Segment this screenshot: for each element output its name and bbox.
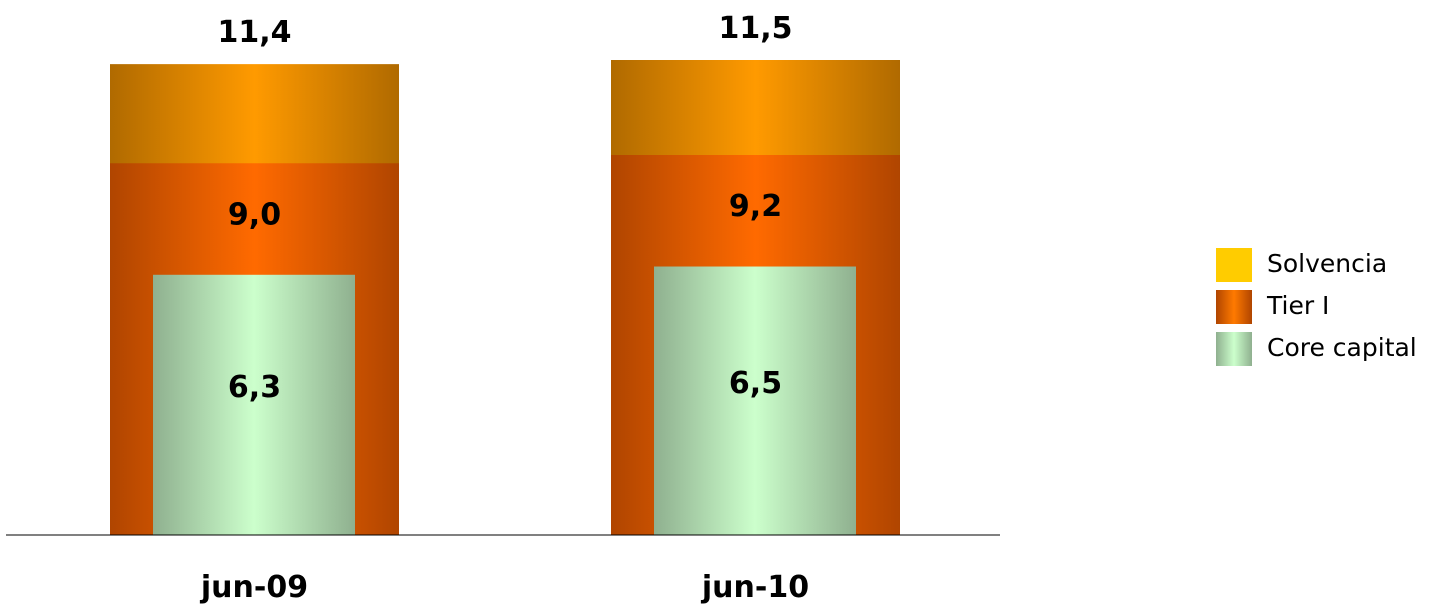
legend-swatch-tier1: [1216, 290, 1252, 324]
bar-core-capital-jun-10: [654, 266, 856, 535]
legend-label-tier1: Tier I: [1267, 291, 1330, 320]
data-label-tier1-jun-10: 9,2: [729, 189, 782, 224]
legend-swatch-solvencia: [1216, 248, 1252, 282]
data-label-solvencia-jun-10: 11,5: [718, 11, 792, 46]
legend-label-solvencia: Solvencia: [1267, 249, 1388, 278]
x-tick-label-jun-10: jun-10: [701, 570, 809, 605]
data-label-tier1-jun-09: 9,0: [228, 197, 281, 232]
x-tick-label-jun-09: jun-09: [200, 570, 308, 605]
data-label-core-capital-jun-09: 6,3: [228, 370, 281, 405]
data-label-solvencia-jun-09: 11,4: [217, 15, 291, 50]
bar-core-capital-jun-09: [153, 274, 355, 535]
data-label-core-capital-jun-10: 6,5: [729, 366, 782, 401]
legend-label-core-capital: Core capital: [1267, 333, 1417, 362]
legend-swatch-core: [1216, 332, 1252, 366]
